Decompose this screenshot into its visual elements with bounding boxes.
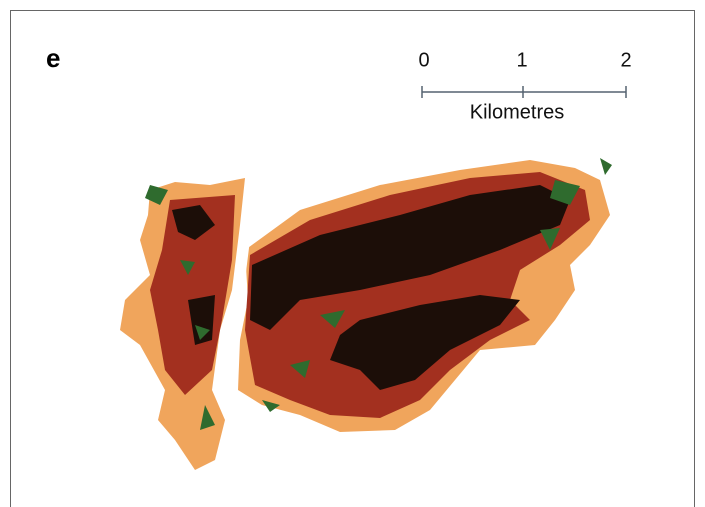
scale-bar: 0 1 2 Kilometres	[418, 49, 631, 123]
panel-label: e	[46, 43, 60, 73]
scale-label: 2	[620, 49, 631, 71]
map-figure: e 0 1 2 Kilometres	[0, 0, 705, 507]
scale-label: 1	[516, 49, 527, 71]
burn-severity-map	[120, 158, 612, 470]
scale-label: 0	[418, 49, 429, 71]
scale-unit: Kilometres	[470, 101, 564, 123]
